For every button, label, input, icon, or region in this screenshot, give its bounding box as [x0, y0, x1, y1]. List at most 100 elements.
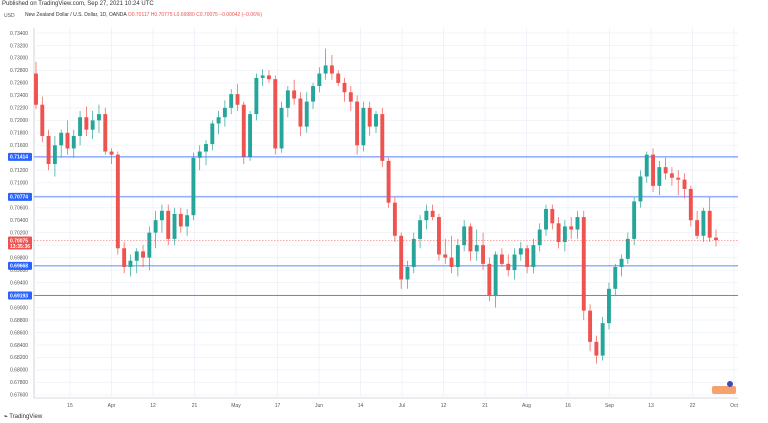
- y-tick-label: 0.70200: [10, 230, 28, 236]
- x-tick-label: 14: [358, 403, 364, 409]
- tradingview-footer: ⌁ TradingView: [4, 413, 42, 420]
- candle-body: [594, 341, 599, 356]
- candle-body: [355, 101, 360, 146]
- candle-body: [367, 107, 372, 127]
- candle-body: [581, 217, 586, 311]
- price-level-badge: [8, 152, 32, 161]
- candle-body: [556, 223, 561, 243]
- candle-body: [607, 288, 611, 324]
- x-tick-label: 17: [275, 403, 281, 409]
- x-tick-label: Jul: [399, 403, 405, 409]
- ohlc-values: O0.70117 H0.70775 L0.69980 C0.70075 −0.0…: [127, 12, 263, 18]
- candle-body: [348, 92, 353, 102]
- candle-body: [329, 65, 334, 74]
- event-flag-icon: [727, 381, 733, 387]
- price-level-label: 0.70774: [10, 195, 28, 201]
- candle-body: [166, 210, 171, 239]
- candle-body: [40, 104, 45, 136]
- candle-body: [411, 238, 416, 267]
- candle-body: [651, 154, 655, 186]
- candle-body: [600, 323, 605, 356]
- candle-body: [424, 210, 429, 221]
- candle-body: [141, 251, 145, 258]
- price-level-label: 0.71414: [10, 155, 28, 161]
- candle-body: [285, 90, 290, 108]
- candle-body: [109, 151, 114, 155]
- candle-body: [512, 254, 517, 271]
- y-tick-label: 0.67800: [10, 380, 28, 386]
- y-tick-label: 0.70600: [10, 205, 28, 211]
- x-tick-label: 12: [150, 403, 156, 409]
- candle-body: [588, 310, 593, 342]
- price-level-badge: [8, 291, 32, 300]
- x-tick-label: Apr: [108, 403, 116, 409]
- x-tick-label: 13: [648, 403, 654, 409]
- candle-body: [430, 210, 435, 218]
- candle-body: [550, 208, 555, 224]
- candle-body: [449, 257, 454, 267]
- candle-body: [103, 114, 108, 152]
- y-tick-label: 0.71600: [10, 143, 28, 149]
- candle-body: [462, 226, 467, 246]
- candle-body: [65, 132, 70, 149]
- y-tick-label: 0.73400: [10, 31, 28, 37]
- y-tick-label: 0.71800: [10, 131, 28, 137]
- candle-body: [292, 90, 297, 99]
- candle-body: [676, 177, 681, 180]
- y-tick-label: 0.67600: [10, 393, 28, 399]
- x-tick-label: Aug: [522, 403, 531, 409]
- x-tick-label: 22: [690, 403, 696, 409]
- candle-body: [336, 73, 341, 83]
- candle-body: [386, 160, 391, 203]
- published-note: Published on TradingView.com, Sep 27, 20…: [2, 1, 154, 7]
- candle-body: [474, 245, 479, 252]
- candle-body: [443, 254, 448, 258]
- x-tick-label: 16: [565, 403, 571, 409]
- candle-body: [241, 104, 246, 157]
- candle-body: [279, 107, 284, 149]
- candle-body: [544, 208, 548, 230]
- x-tick-label: Oct: [730, 403, 738, 409]
- candle-body: [695, 220, 700, 236]
- y-tick-label: 0.72400: [10, 93, 28, 99]
- price-level-badge: [8, 261, 32, 270]
- candle-body: [569, 226, 574, 230]
- candle-body: [115, 154, 120, 249]
- price-level-label: 0.69193: [10, 293, 28, 299]
- y-tick-label: 0.68600: [10, 330, 28, 336]
- candle-body: [222, 107, 227, 118]
- countdown-label: 13:35:36: [10, 244, 30, 250]
- candle-body: [197, 151, 202, 158]
- candle-body: [688, 188, 693, 221]
- x-tick-label: Sep: [605, 403, 614, 409]
- last-price-badge: [8, 236, 32, 250]
- candle-body: [97, 114, 101, 121]
- candle-body: [216, 117, 221, 124]
- y-tick-label: 0.69400: [10, 280, 28, 286]
- candle-body: [185, 215, 190, 227]
- candle-body: [204, 144, 208, 152]
- candle-body: [682, 179, 687, 189]
- candle-body: [191, 157, 196, 216]
- symbol-legend: New Zealand Dollar / U.S. Dollar, 1D, OA…: [25, 12, 262, 18]
- y-tick-label: 0.73200: [10, 43, 28, 49]
- x-tick-label: 21: [482, 403, 488, 409]
- candle-body: [153, 220, 158, 233]
- candle-body: [52, 145, 57, 165]
- candle-body: [235, 94, 240, 105]
- candle-body: [374, 114, 378, 127]
- candle-body: [405, 266, 410, 280]
- x-tick-label: Jun: [315, 403, 323, 409]
- candle-body: [707, 210, 712, 238]
- y-tick-label: 0.71000: [10, 181, 28, 187]
- candle-body: [399, 235, 404, 280]
- candle-body: [311, 86, 315, 102]
- candle-body: [298, 98, 303, 127]
- candle-body: [701, 210, 706, 236]
- candle-body: [34, 73, 38, 105]
- tradingview-logo-icon: ⌁: [4, 414, 8, 420]
- candle-body: [481, 245, 485, 264]
- candle-body: [437, 217, 441, 255]
- candle-body: [178, 213, 183, 227]
